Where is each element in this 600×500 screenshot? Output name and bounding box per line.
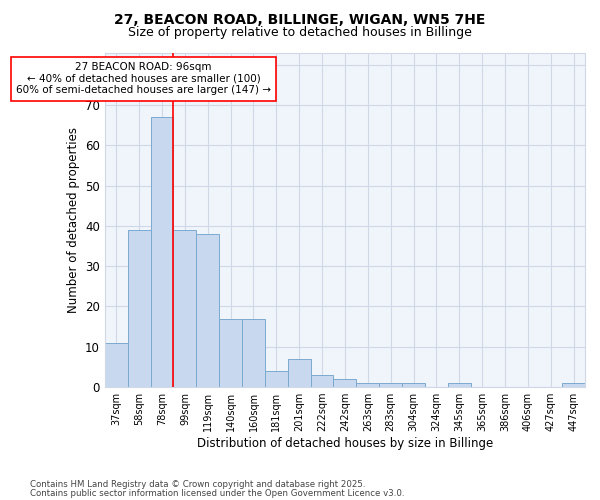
Bar: [448, 383, 470, 387]
Bar: [311, 375, 334, 387]
Y-axis label: Number of detached properties: Number of detached properties: [67, 127, 80, 313]
Bar: [151, 117, 173, 387]
Text: Contains HM Land Registry data © Crown copyright and database right 2025.: Contains HM Land Registry data © Crown c…: [30, 480, 365, 489]
Bar: [173, 230, 196, 387]
Bar: [242, 318, 265, 387]
Bar: [265, 371, 288, 387]
Bar: [196, 234, 219, 387]
Bar: [402, 383, 425, 387]
Bar: [128, 230, 151, 387]
Bar: [288, 359, 311, 387]
Text: Contains public sector information licensed under the Open Government Licence v3: Contains public sector information licen…: [30, 488, 404, 498]
Bar: [105, 342, 128, 387]
Text: 27 BEACON ROAD: 96sqm
← 40% of detached houses are smaller (100)
60% of semi-det: 27 BEACON ROAD: 96sqm ← 40% of detached …: [16, 62, 271, 96]
Text: 27, BEACON ROAD, BILLINGE, WIGAN, WN5 7HE: 27, BEACON ROAD, BILLINGE, WIGAN, WN5 7H…: [115, 12, 485, 26]
Bar: [562, 383, 585, 387]
Bar: [356, 383, 379, 387]
Bar: [379, 383, 402, 387]
Text: Size of property relative to detached houses in Billinge: Size of property relative to detached ho…: [128, 26, 472, 39]
Bar: [334, 379, 356, 387]
X-axis label: Distribution of detached houses by size in Billinge: Distribution of detached houses by size …: [197, 437, 493, 450]
Bar: [219, 318, 242, 387]
